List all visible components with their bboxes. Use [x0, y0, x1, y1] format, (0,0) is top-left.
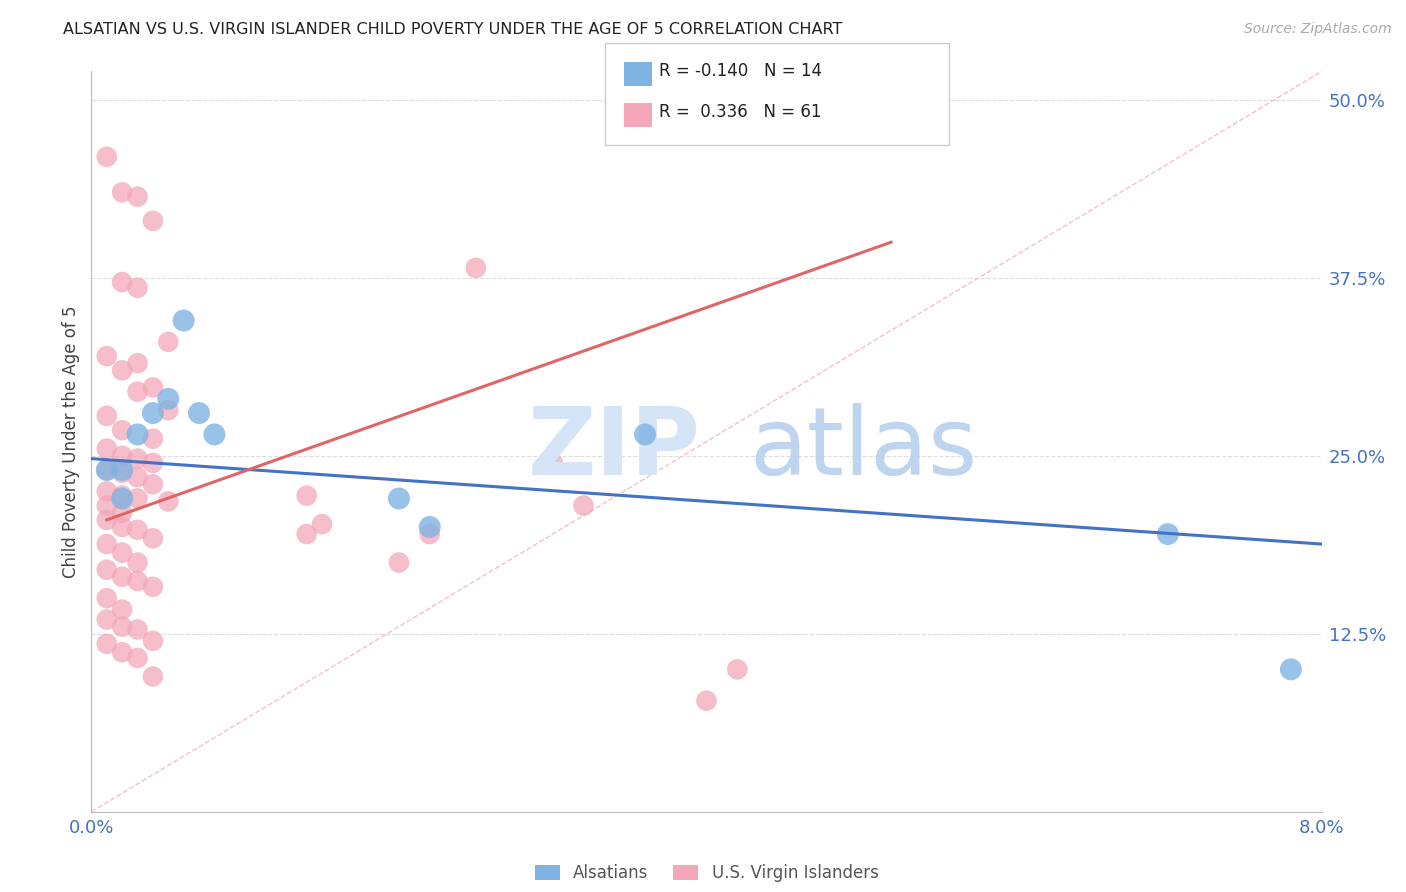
Point — [142, 406, 165, 420]
Point — [142, 432, 165, 446]
Text: R = -0.140   N = 14: R = -0.140 N = 14 — [659, 62, 823, 80]
Point — [388, 556, 411, 570]
Point — [127, 523, 149, 537]
Point — [96, 463, 118, 477]
Point — [96, 613, 118, 627]
Point — [295, 527, 318, 541]
Point — [142, 214, 165, 228]
Point — [127, 281, 149, 295]
Point — [127, 556, 149, 570]
Point — [111, 506, 134, 520]
Point — [111, 645, 134, 659]
Point — [188, 406, 211, 420]
Point — [634, 427, 657, 442]
Point — [111, 423, 134, 437]
Point — [96, 513, 118, 527]
Point — [96, 463, 118, 477]
Point — [127, 384, 149, 399]
Point — [127, 451, 149, 466]
Point — [96, 563, 118, 577]
Point — [142, 580, 165, 594]
Point — [142, 633, 165, 648]
Point — [725, 662, 748, 676]
Point — [1157, 527, 1180, 541]
Point — [541, 456, 564, 470]
Point — [127, 651, 149, 665]
Point — [96, 484, 118, 499]
Text: ALSATIAN VS U.S. VIRGIN ISLANDER CHILD POVERTY UNDER THE AGE OF 5 CORRELATION CH: ALSATIAN VS U.S. VIRGIN ISLANDER CHILD P… — [63, 22, 842, 37]
Point — [173, 313, 195, 327]
Legend: Alsatians, U.S. Virgin Islanders: Alsatians, U.S. Virgin Islanders — [527, 857, 886, 888]
Point — [202, 427, 225, 442]
Text: atlas: atlas — [749, 403, 977, 495]
Point — [111, 275, 134, 289]
Point — [157, 494, 180, 508]
Point — [695, 694, 717, 708]
Point — [96, 499, 118, 513]
Point — [127, 427, 149, 442]
Point — [142, 669, 165, 683]
Point — [111, 463, 134, 477]
Point — [96, 637, 118, 651]
Point — [127, 470, 149, 484]
Point — [111, 546, 134, 560]
Point — [127, 623, 149, 637]
Point — [96, 349, 118, 363]
Point — [142, 532, 165, 546]
Point — [111, 570, 134, 584]
Point — [111, 602, 134, 616]
Text: Source: ZipAtlas.com: Source: ZipAtlas.com — [1244, 22, 1392, 37]
Point — [96, 409, 118, 423]
Point — [127, 356, 149, 370]
Y-axis label: Child Poverty Under the Age of 5: Child Poverty Under the Age of 5 — [62, 305, 80, 578]
Point — [142, 380, 165, 394]
Point — [111, 466, 134, 480]
Point — [127, 491, 149, 506]
Point — [419, 527, 441, 541]
Point — [111, 520, 134, 534]
Point — [127, 189, 149, 203]
Point — [295, 489, 318, 503]
Point — [142, 456, 165, 470]
Text: ZIP: ZIP — [529, 403, 702, 495]
Point — [111, 449, 134, 463]
Point — [96, 591, 118, 606]
Point — [111, 491, 134, 506]
Point — [157, 334, 180, 349]
Text: R =  0.336   N = 61: R = 0.336 N = 61 — [659, 103, 823, 121]
Point — [111, 186, 134, 200]
Point — [388, 491, 411, 506]
Point — [464, 260, 486, 275]
Point — [111, 619, 134, 633]
Point — [1279, 662, 1302, 676]
Point — [111, 363, 134, 377]
Point — [419, 520, 441, 534]
Point — [311, 517, 333, 532]
Point — [572, 499, 595, 513]
Point — [157, 392, 180, 406]
Point — [127, 574, 149, 588]
Point — [157, 403, 180, 417]
Point — [96, 537, 118, 551]
Point — [96, 442, 118, 456]
Point — [142, 477, 165, 491]
Point — [111, 489, 134, 503]
Point — [96, 150, 118, 164]
